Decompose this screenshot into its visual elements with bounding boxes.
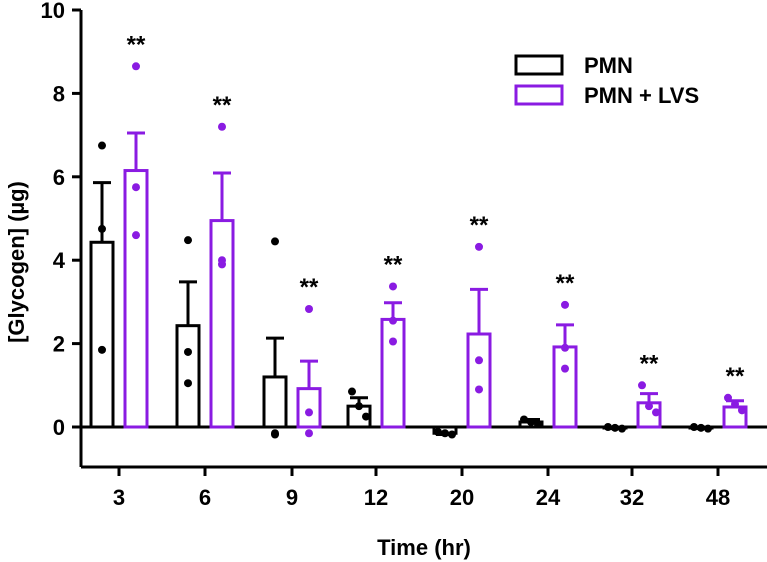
legend-label-pmn-lvs: PMN + LVS <box>584 83 699 108</box>
data-point <box>355 402 363 411</box>
data-point <box>520 415 528 424</box>
data-point <box>389 316 397 325</box>
data-point <box>132 183 140 192</box>
data-point <box>389 282 397 291</box>
bar <box>262 375 288 429</box>
y-tick-label: 4 <box>53 248 66 273</box>
data-point <box>561 300 569 309</box>
bar <box>123 169 149 429</box>
bar <box>89 240 115 429</box>
y-tick-label: 6 <box>53 165 65 190</box>
data-point <box>534 420 542 429</box>
data-point <box>652 408 660 417</box>
data-point <box>184 236 192 245</box>
data-point <box>697 423 705 432</box>
data-point <box>305 429 313 438</box>
legend: PMN PMN + LVS <box>514 53 699 108</box>
x-tick-label: 20 <box>450 485 474 510</box>
data-point <box>611 423 619 432</box>
data-point <box>305 304 313 313</box>
x-axis-title: Time (hr) <box>377 535 471 560</box>
data-point <box>132 231 140 240</box>
data-point <box>362 412 370 421</box>
data-point <box>184 379 192 388</box>
data-point <box>132 62 140 71</box>
data-point <box>389 337 397 346</box>
data-point <box>98 345 106 354</box>
bar <box>552 345 578 429</box>
x-tick-label: 12 <box>364 485 388 510</box>
data-point <box>98 141 106 150</box>
data-point <box>604 423 612 431</box>
bar <box>380 317 406 429</box>
data-point <box>645 402 653 411</box>
bar <box>296 387 322 429</box>
data-point <box>527 417 535 426</box>
bar <box>466 332 492 429</box>
data-point <box>434 428 442 437</box>
bar <box>209 219 235 429</box>
data-point <box>475 385 483 394</box>
data-point <box>448 430 456 439</box>
significance-marker: ** <box>213 92 232 119</box>
significance-marker: ** <box>300 274 319 301</box>
y-tick-label: 8 <box>53 81 65 106</box>
data-point <box>98 224 106 233</box>
data-point <box>731 400 739 409</box>
data-point <box>475 356 483 365</box>
data-point <box>218 260 226 269</box>
significance-marker: ** <box>726 363 745 390</box>
x-tick-label: 9 <box>286 485 298 510</box>
x-tick-label: 32 <box>620 485 644 510</box>
x-tick-label: 3 <box>113 485 125 510</box>
x-tick-label: 48 <box>706 485 730 510</box>
y-axis-title: [Glycogen] (µg) <box>4 181 29 343</box>
data-point <box>218 122 226 131</box>
legend-swatch-pmn-lvs <box>514 84 564 106</box>
data-point <box>638 381 646 390</box>
x-tick-label: 24 <box>536 485 561 510</box>
y-tick-label: 0 <box>53 415 65 440</box>
data-point <box>690 423 698 431</box>
data-point <box>184 347 192 356</box>
data-point <box>271 430 279 439</box>
bar <box>175 324 201 429</box>
data-point <box>348 387 356 396</box>
significance-marker: ** <box>640 350 659 377</box>
y-tick-label: 2 <box>53 332 65 357</box>
legend-swatch-pmn <box>514 54 564 76</box>
y-tick-label: 10 <box>41 0 65 23</box>
data-point <box>704 424 712 433</box>
data-point <box>305 408 313 417</box>
data-point <box>561 343 569 352</box>
legend-label-pmn: PMN <box>584 53 633 78</box>
data-point <box>618 424 626 433</box>
significance-marker: ** <box>470 212 489 239</box>
data-point <box>271 237 279 246</box>
data-point <box>724 393 732 402</box>
significance-marker: ** <box>556 270 575 297</box>
x-tick-label: 6 <box>199 485 211 510</box>
significance-marker: ** <box>127 31 146 58</box>
data-point <box>738 406 746 415</box>
significance-marker: ** <box>384 251 403 278</box>
data-point <box>441 429 449 438</box>
data-point <box>561 364 569 373</box>
data-point <box>475 242 483 251</box>
